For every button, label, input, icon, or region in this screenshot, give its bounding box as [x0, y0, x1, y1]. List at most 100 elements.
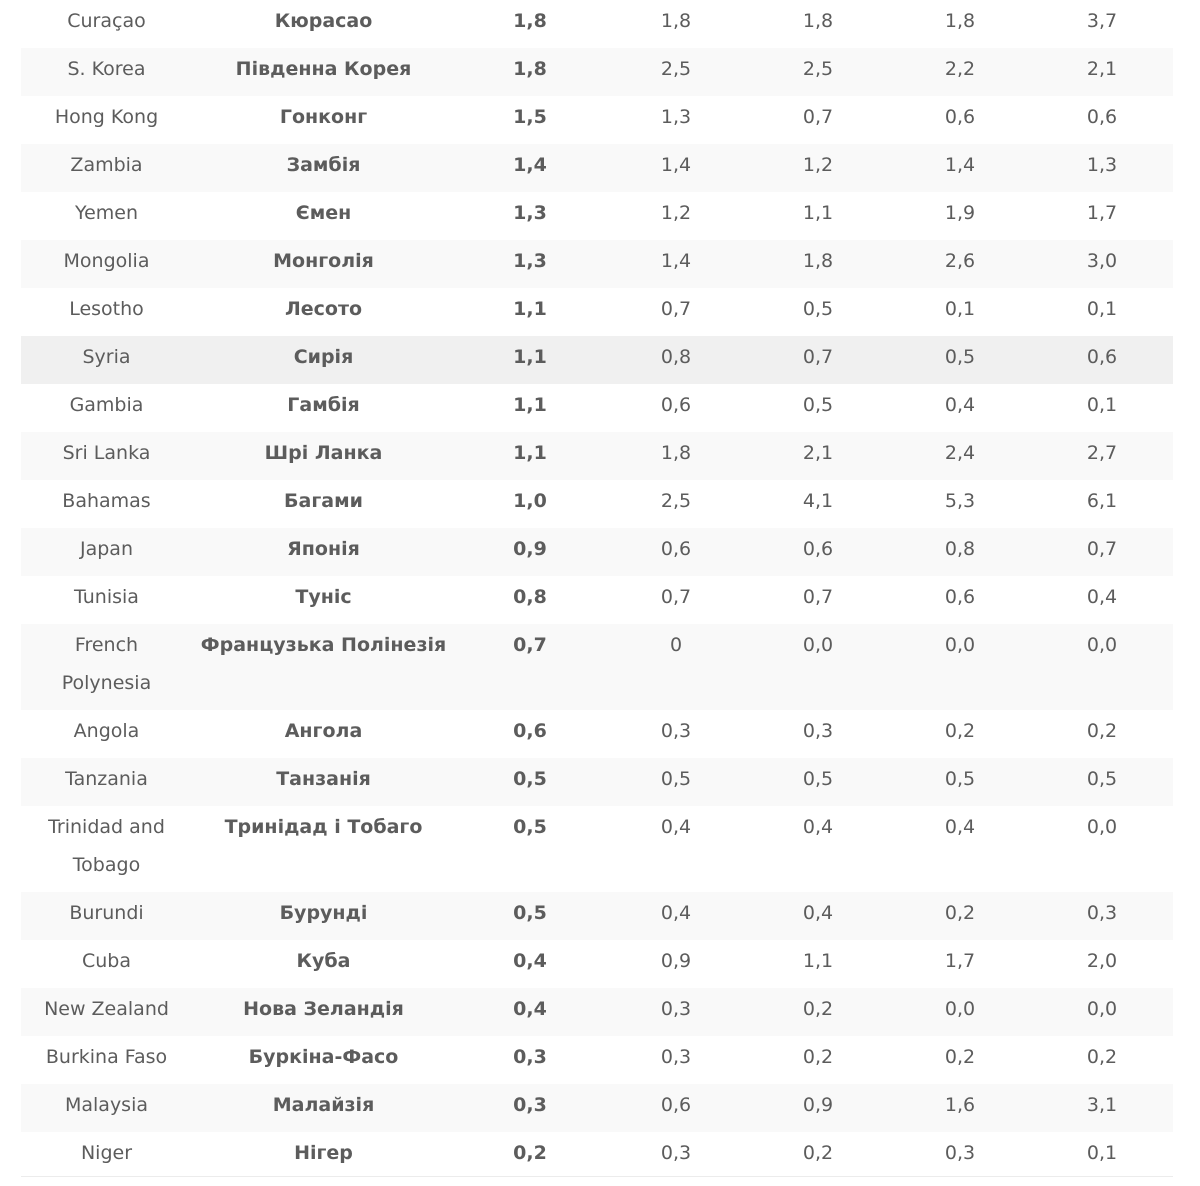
value-cell: 1,8: [660, 442, 692, 464]
value-cell: 1,4: [660, 154, 692, 176]
table-row: Curaçao Кюрасао 1,8 1,8 1,8 1,8 3,7: [21, 0, 1173, 48]
value-cell: 0,4: [802, 816, 834, 838]
table-bottom-border: [21, 1176, 1173, 1177]
value-cell-primary: 0,3: [513, 1046, 547, 1068]
value-cell: 0,0: [1086, 998, 1118, 1020]
value-cell: 1,2: [660, 202, 692, 224]
country-name-en: Gambia: [69, 394, 144, 416]
value-cell: 4,1: [802, 490, 834, 512]
value-cell-primary: 1,1: [513, 394, 547, 416]
country-name-en-line: Tobago: [72, 854, 141, 876]
value-cell: 0,2: [802, 998, 834, 1020]
country-name-en: Yemen: [74, 202, 138, 224]
value-cell: 0,7: [1086, 538, 1118, 560]
value-cell: 2,6: [944, 250, 976, 272]
value-cell: 0,1: [944, 298, 976, 320]
country-name-en-line: Trinidad and: [48, 816, 165, 838]
value-cell-primary: 1,8: [513, 58, 547, 80]
country-name-en: Hong Kong: [54, 106, 159, 128]
country-name-en: Tunisia: [74, 586, 139, 608]
value-cell: 0,7: [660, 586, 692, 608]
country-name-en: Zambia: [70, 154, 143, 176]
value-cell-primary: 0,4: [513, 950, 547, 972]
value-cell: 0,5: [802, 394, 834, 416]
value-cell: 0,8: [660, 346, 692, 368]
table-row: New Zealand Нова Зеландія 0,4 0,3 0,2 0,…: [21, 988, 1173, 1036]
value-cell-primary: 1,8: [513, 10, 547, 32]
table-row: Trinidad and Tobago Тринідад і Тобаго 0,…: [21, 806, 1173, 892]
value-cell: 2,2: [944, 58, 976, 80]
table-row: Lesotho Лесото 1,1 0,7 0,5 0,1 0,1: [21, 288, 1173, 336]
value-cell: 0,7: [660, 298, 692, 320]
table-row: Sri Lanka Шрі Ланка 1,1 1,8 2,1 2,4 2,7: [21, 432, 1173, 480]
value-cell: 1,9: [944, 202, 976, 224]
country-name-ua: Буркіна-Фасо: [248, 1046, 399, 1068]
country-name-ua: Японія: [287, 538, 360, 560]
value-cell: 1,8: [802, 250, 834, 272]
value-cell-primary: 1,3: [513, 250, 547, 272]
value-cell: 0,0: [944, 998, 976, 1020]
country-name-ua: Тринідад і Тобаго: [224, 816, 423, 838]
table-row: Cuba Куба 0,4 0,9 1,1 1,7 2,0: [21, 940, 1173, 988]
country-name-en: Burundi: [69, 902, 144, 924]
country-name-ua: Гамбія: [287, 394, 360, 416]
country-name-ua: Лесото: [284, 298, 363, 320]
table-row: Zambia Замбія 1,4 1,4 1,2 1,4 1,3: [21, 144, 1173, 192]
table-row: Yemen Ємен 1,3 1,2 1,1 1,9 1,7: [21, 192, 1173, 240]
value-cell: 1,8: [944, 10, 976, 32]
country-name-ua: Замбія: [286, 154, 361, 176]
value-cell-primary: 1,1: [513, 346, 547, 368]
country-name-en: Bahamas: [62, 490, 151, 512]
value-cell: 0,7: [802, 346, 834, 368]
table-row: Mongolia Монголія 1,3 1,4 1,8 2,6 3,0: [21, 240, 1173, 288]
country-name-ua: Нова Зеландія: [243, 998, 404, 1020]
value-cell: 2,0: [1086, 950, 1118, 972]
data-table-container: Curaçao Кюрасао 1,8 1,8 1,8 1,8 3,7 S. K…: [21, 0, 1173, 1180]
value-cell: 1,2: [802, 154, 834, 176]
table-row: Japan Японія 0,9 0,6 0,6 0,8 0,7: [21, 528, 1173, 576]
country-name-ua: Куба: [296, 950, 351, 972]
value-cell: 0,0: [802, 634, 834, 656]
value-cell: 1,8: [802, 10, 834, 32]
value-cell: 0,2: [944, 902, 976, 924]
value-cell: 1,1: [802, 950, 834, 972]
table-row: Burundi Бурунді 0,5 0,4 0,4 0,2 0,3: [21, 892, 1173, 940]
value-cell: 0,6: [1086, 346, 1118, 368]
value-cell: 1,3: [1086, 154, 1118, 176]
value-cell: 0,2: [1086, 720, 1118, 742]
value-cell: 0,6: [660, 394, 692, 416]
value-cell: 0,5: [1086, 768, 1118, 790]
value-cell: 0,2: [1086, 1046, 1118, 1068]
country-name-ua: Південна Корея: [235, 58, 412, 80]
table-row: Burkina Faso Буркіна-Фасо 0,3 0,3 0,2 0,…: [21, 1036, 1173, 1084]
value-cell-primary: 0,8: [513, 586, 547, 608]
value-cell: 3,1: [1086, 1094, 1118, 1116]
value-cell-primary: 0,5: [513, 816, 547, 838]
value-cell: 0,0: [944, 634, 976, 656]
country-name-ua: Кюрасао: [274, 10, 373, 32]
value-cell: 0: [669, 634, 683, 656]
country-name-en-line: Polynesia: [61, 672, 152, 694]
value-cell: 1,3: [660, 106, 692, 128]
country-name-ua: Бурунді: [279, 902, 368, 924]
country-name-en: New Zealand: [44, 998, 169, 1020]
value-cell-primary: 1,4: [513, 154, 547, 176]
country-name-en: Japan: [80, 538, 133, 560]
value-cell: 0,3: [660, 998, 692, 1020]
value-cell: 0,5: [944, 346, 976, 368]
value-cell: 0,3: [660, 1142, 692, 1164]
country-name-ua: Сирія: [293, 346, 354, 368]
value-cell: 0,6: [802, 538, 834, 560]
value-cell: 1,7: [1086, 202, 1118, 224]
value-cell: 0,0: [1086, 634, 1118, 656]
value-cell: 2,1: [1086, 58, 1118, 80]
country-name-en: Mongolia: [63, 250, 150, 272]
value-cell: 0,6: [944, 586, 976, 608]
value-cell: 0,3: [1086, 902, 1118, 924]
country-statistics-table: Curaçao Кюрасао 1,8 1,8 1,8 1,8 3,7 S. K…: [21, 0, 1173, 1180]
table-row: Angola Ангола 0,6 0,3 0,3 0,2 0,2: [21, 710, 1173, 758]
value-cell: 2,5: [660, 490, 692, 512]
value-cell: 0,7: [802, 586, 834, 608]
value-cell-primary: 1,1: [513, 298, 547, 320]
value-cell: 2,1: [802, 442, 834, 464]
